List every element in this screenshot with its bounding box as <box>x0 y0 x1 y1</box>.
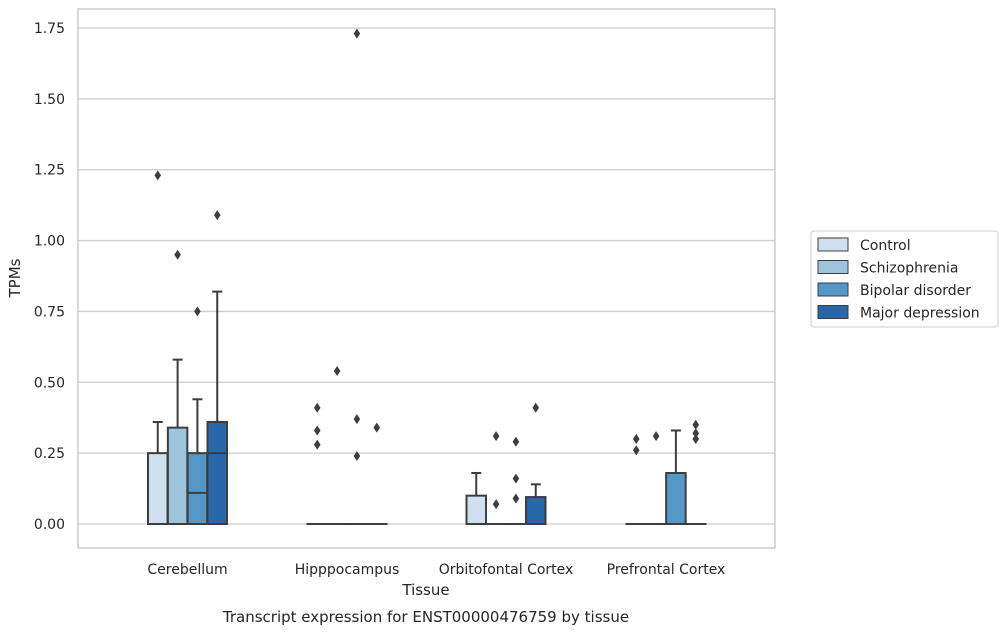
y-axis-title: TPMs <box>6 258 24 298</box>
outlier-point <box>512 473 520 484</box>
x-tick-label: Orbitofontal Cortex <box>439 562 574 578</box>
x-tick-label: Prefrontal Cortex <box>607 562 726 578</box>
outlier-point <box>353 450 361 461</box>
y-tick-label: 1.00 <box>34 234 65 250</box>
box-group <box>147 170 169 525</box>
box-group <box>625 433 647 526</box>
box-group <box>525 402 547 525</box>
y-tick-label: 0.50 <box>34 375 65 391</box>
y-tick-label: 1.50 <box>34 92 65 108</box>
outlier-point <box>512 436 520 447</box>
y-tick-label: 0.00 <box>34 517 65 533</box>
y-tick-label: 1.75 <box>34 21 65 37</box>
box <box>465 494 487 525</box>
outlier-point <box>213 210 221 221</box>
y-axis-ticks: 0.00 0.25 0.50 0.75 1.00 1.25 1.50 1.75 <box>34 21 65 533</box>
y-tick-label: 1.25 <box>34 163 65 179</box>
box-group <box>166 249 189 525</box>
outlier-point <box>692 433 700 444</box>
box-group <box>645 431 667 526</box>
box-group <box>485 431 507 526</box>
x-tick-label: Cerebellum <box>147 562 227 578</box>
legend: Control Schizophrenia Bipolar disorder Majo… <box>810 230 999 328</box>
outlier-point <box>632 445 640 456</box>
outlier-point <box>532 402 540 413</box>
box-group <box>306 402 328 526</box>
legend-label: Bipolar disorder <box>860 283 971 299</box>
outlier-point <box>692 419 700 430</box>
outlier-point <box>353 28 361 39</box>
box-group <box>665 429 687 525</box>
legend-frame <box>810 230 999 328</box>
x-axis-ticks: Cerebellum Hipppocampus Orbitofontal Corte… <box>147 562 725 578</box>
legend-label: Schizophrenia <box>860 261 958 277</box>
box <box>186 452 209 525</box>
outlier-point <box>194 306 201 317</box>
outlier-point <box>353 414 361 425</box>
outlier-point <box>652 431 660 442</box>
box-group <box>505 436 527 526</box>
chart-caption: Transcript expression for ENST0000047675… <box>222 608 629 626</box>
box-group <box>206 210 228 526</box>
outlier-point <box>373 422 381 433</box>
outlier-point <box>492 431 500 442</box>
box-group <box>366 422 388 526</box>
x-axis-title: Tissue <box>401 581 449 599</box>
box-group <box>685 419 707 526</box>
box <box>166 426 189 525</box>
outlier-point <box>313 439 321 450</box>
outlier-point <box>313 425 321 436</box>
y-tick-label: 0.25 <box>34 446 65 462</box>
legend-label: Major depression <box>860 306 980 322</box>
outlier-point <box>492 499 500 510</box>
plot-area-frame <box>77 8 776 549</box>
box <box>525 496 547 525</box>
legend-swatch <box>817 305 849 319</box>
legend-swatch <box>817 282 849 297</box>
outlier-point <box>692 428 700 439</box>
box-group <box>326 365 348 526</box>
outlier-point <box>333 365 341 376</box>
outlier-point <box>313 402 321 413</box>
box <box>665 471 687 525</box>
x-tick-label: Hipppocampus <box>295 562 400 578</box>
legend-swatch <box>817 237 849 252</box>
outlier-point <box>154 170 162 181</box>
box-group <box>346 28 368 526</box>
box-group <box>186 306 209 525</box>
legend-swatch <box>817 260 849 274</box>
box-group <box>465 471 487 525</box>
box <box>206 420 228 526</box>
outlier-point <box>632 433 640 444</box>
outlier-point <box>512 493 520 504</box>
y-tick-label: 0.75 <box>34 304 65 320</box>
legend-label: Control <box>860 238 911 254</box>
box-plot-marks <box>147 28 707 526</box>
outlier-point <box>174 249 181 260</box>
box <box>147 452 169 525</box>
